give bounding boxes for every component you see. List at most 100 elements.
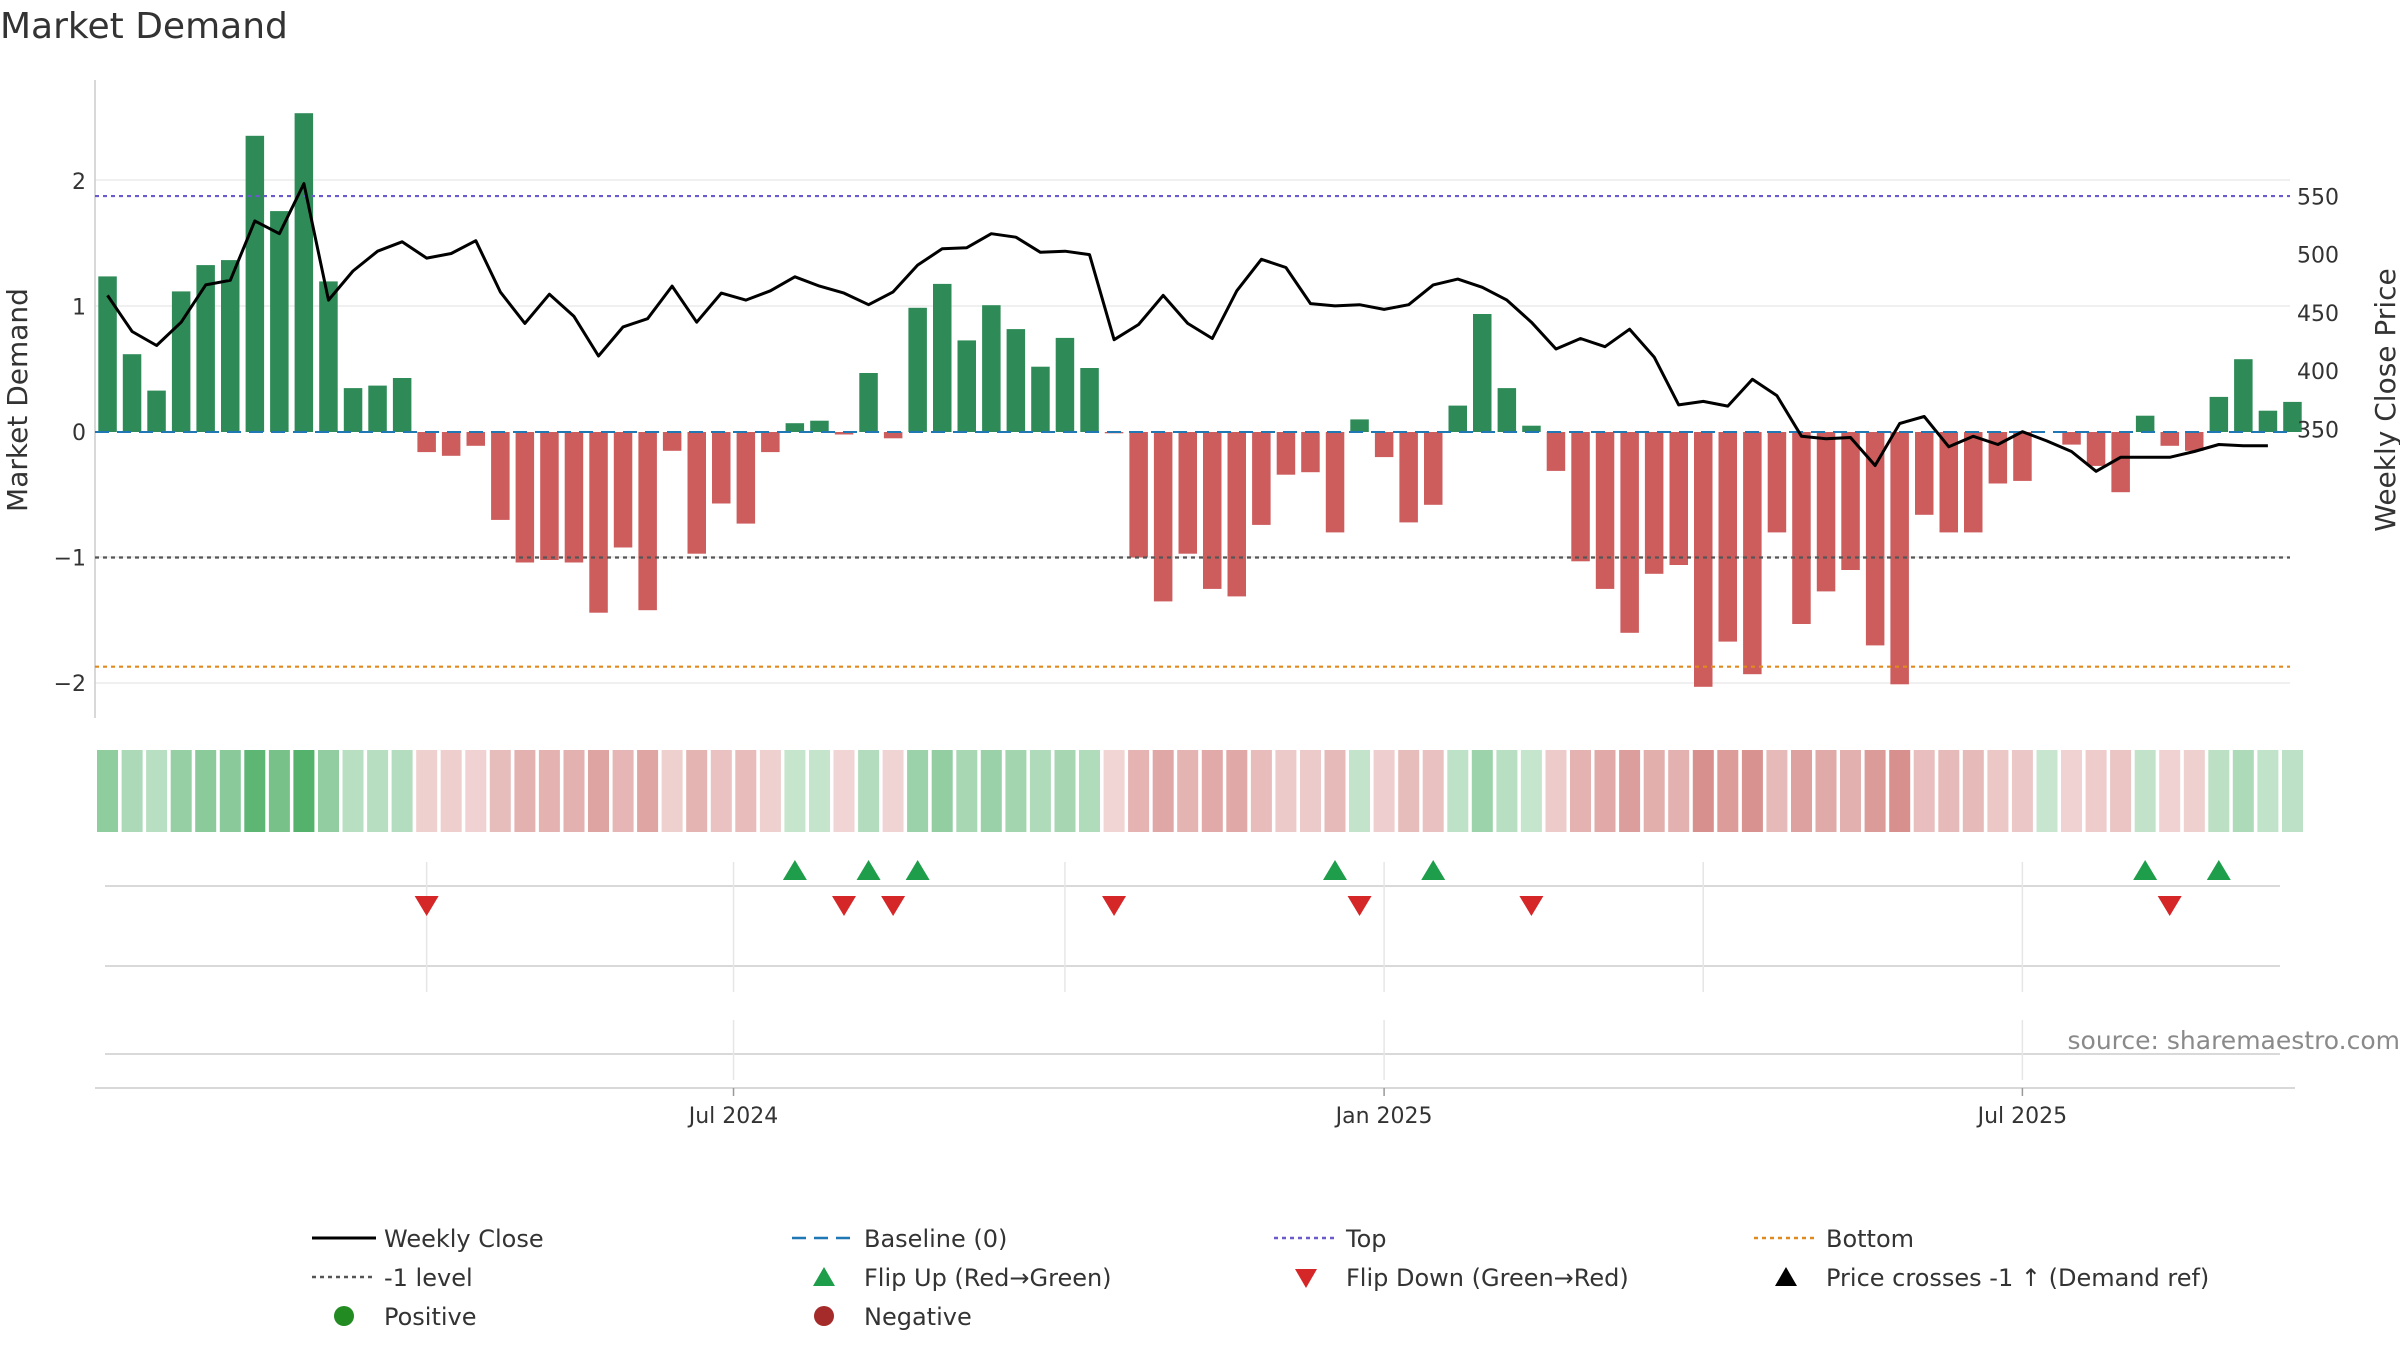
demand-bar [564,432,584,563]
demand-bar [1055,337,1075,432]
strip-cell [956,750,978,832]
legend-item: Weekly Close [312,1225,544,1253]
demand-bar [491,432,510,520]
y-tick-label: −1 [54,547,86,572]
strip-cell [710,750,732,832]
demand-bar [712,432,731,504]
demand-bar [1718,432,1737,642]
y2-axis-label: Weekly Close Price [2369,268,2400,531]
demand-bar [466,432,485,446]
y-axis-label: Market Demand [1,288,34,512]
weekly-close-line [106,182,2268,473]
strip-cell [833,750,855,832]
demand-bar [1767,432,1787,533]
demand-bar [1644,432,1664,574]
y2-tick-label: 450 [2297,302,2339,327]
legend-label: Positive [384,1303,477,1331]
strip-cell [97,750,118,832]
demand-bar [1153,432,1173,602]
demand-bar [1399,432,1418,523]
strip-cell [686,750,708,832]
demand-bar [1620,432,1639,633]
legend-item: Positive [334,1303,477,1331]
demand-bar [933,283,952,432]
y2-tick-label: 550 [2297,185,2339,210]
demand-bar [1374,432,1394,458]
strip-cell [2011,750,2033,832]
strip-cell [1619,750,1641,832]
demand-bar [1915,432,1934,515]
strip-cell [1226,750,1248,832]
demand-bar [1497,388,1517,432]
demand-bar [2258,410,2278,432]
strip-cell [514,750,536,832]
strip-cell [563,750,585,832]
close-price [106,182,2268,473]
demand-bar [122,354,142,432]
demand-bar [613,432,633,548]
flip-down-marker [881,896,906,916]
demand-bar [1841,432,1860,570]
strip-cell [784,750,806,832]
legend: Weekly Close Baseline (0) Top Bottom -1 leve… [312,1225,2209,1331]
demand-bar [1595,432,1615,589]
demand-bar [319,281,338,432]
strip-cell [1594,750,1616,832]
demand-bar [761,432,780,453]
y-tick-label: 0 [72,421,86,446]
source-credit: source: sharemaestro.com [2068,1026,2400,1055]
demand-bar [1546,432,1566,471]
legend-label: Bottom [1826,1225,1914,1253]
strip-cell [1447,750,1469,832]
demand-bar [417,432,436,453]
flip-up-marker [2206,860,2231,880]
strip-cell [1692,750,1714,832]
flip-up-marker [2133,860,2158,880]
legend-item: Price crosses -1 ↑ (Demand ref) [1775,1264,2209,1292]
strip-cell [342,750,364,832]
strip-cell [1643,750,1665,832]
demand-bar [1301,432,1320,473]
legend-label: Top [1345,1225,1387,1253]
strip-cell [661,750,683,832]
demand-bar [2086,432,2106,466]
demand-bar [147,390,166,432]
strip-cell [2183,750,2205,832]
y2-axis-ticks: 350 400 450 500 550 [2297,185,2339,443]
demand-bar [540,432,559,560]
demand-bar [662,432,682,451]
strip-cell [1987,750,2009,832]
strip-cell [1570,750,1591,832]
strip-cell [1201,750,1223,832]
strip-cell [1471,750,1493,832]
demand-bar [883,432,903,439]
demand-bar [736,432,756,524]
demand-bar [785,423,805,432]
demand-bar [834,432,854,435]
demand-strip [97,750,2303,832]
demand-bar [2234,359,2253,432]
strip-cell [1938,750,1960,832]
strip-cell [1398,750,1420,832]
demand-bar [1203,432,1222,589]
demand-bar [1350,419,1369,432]
strip-cell [293,750,315,832]
legend-item: Negative [814,1303,972,1331]
legend-item: Flip Down (Green→Red) [1295,1264,1629,1292]
strip-cell [1791,750,1812,832]
flip-markers [414,860,2231,916]
strip-cell [440,750,462,832]
flip-down-marker [2157,896,2182,916]
demand-bar [1939,432,1958,533]
demand-bar [1473,314,1492,432]
demand-bar [2062,432,2081,445]
demand-bar [1276,432,1296,475]
strip-cell [1079,750,1100,832]
strip-cell [2085,750,2107,832]
flip-up-marker [782,860,807,880]
legend-label: Negative [864,1303,972,1331]
demand-bar [270,211,289,432]
strip-cell [367,750,389,832]
strip-cell [2208,750,2230,832]
strip-cell [2282,750,2303,832]
